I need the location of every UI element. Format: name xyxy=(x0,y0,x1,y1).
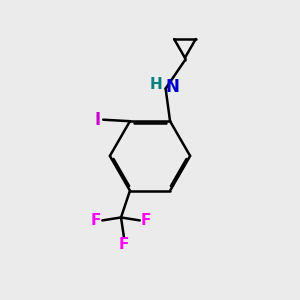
Text: I: I xyxy=(94,111,100,129)
Text: N: N xyxy=(165,78,179,96)
Text: H: H xyxy=(150,76,163,92)
Text: F: F xyxy=(91,213,101,228)
Text: F: F xyxy=(141,213,152,228)
Text: F: F xyxy=(119,237,129,252)
